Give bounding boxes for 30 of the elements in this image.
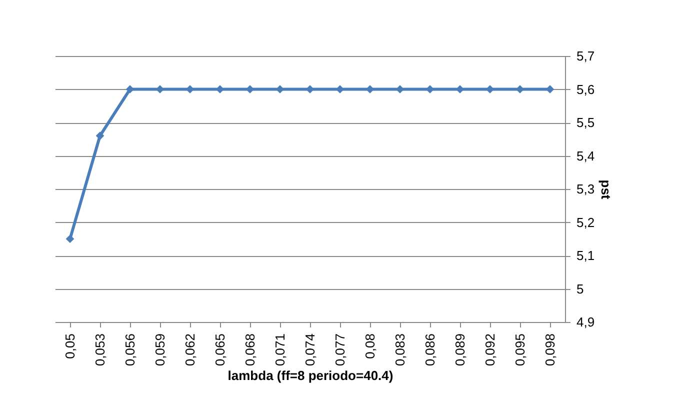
point [66,234,74,244]
x-tick-label: 0,068 [242,334,258,366]
y-tick-label: 5,1 [576,248,595,263]
y-tick-label: 4,9 [576,314,595,330]
x-tick-label: 0,092 [482,334,498,366]
x-tick-label: 0,056 [122,334,138,366]
y-tick-label: 5,6 [576,82,595,97]
x-tick-label: 0,065 [212,334,228,366]
x-tick-label: 0,071 [272,334,288,366]
x-tick-label: 0,095 [512,334,528,366]
x-tick-label: 0,074 [302,334,318,366]
x-tick-label: 0,062 [182,334,198,366]
x-tick-label: 0,05 [62,334,78,359]
x-tick-label: 0,098 [542,334,558,366]
y-tick-label: 5,3 [576,182,595,196]
y-tick-label: 5,2 [576,214,595,230]
y-tick-label: 5,4 [576,148,595,164]
y-tick-label: 5,5 [576,115,595,130]
point [96,132,104,140]
x-tick-label: 0,08 [362,334,378,359]
x-axis-title: lambda (ff=8 periodo=40.4) [228,368,394,384]
x-tick-label: 0,089 [452,334,468,366]
x-tick-label: 0,059 [152,334,168,366]
x-tick-label: 0,083 [392,334,408,366]
y-tick-label: 5 [576,281,584,296]
y-tick-label: 5,7 [576,48,595,64]
y-axis-title: pst [598,180,614,200]
x-tick-label: 0,077 [332,334,348,366]
x-tick-label: 0,053 [92,334,108,366]
x-tick-label: 0,086 [422,334,438,366]
